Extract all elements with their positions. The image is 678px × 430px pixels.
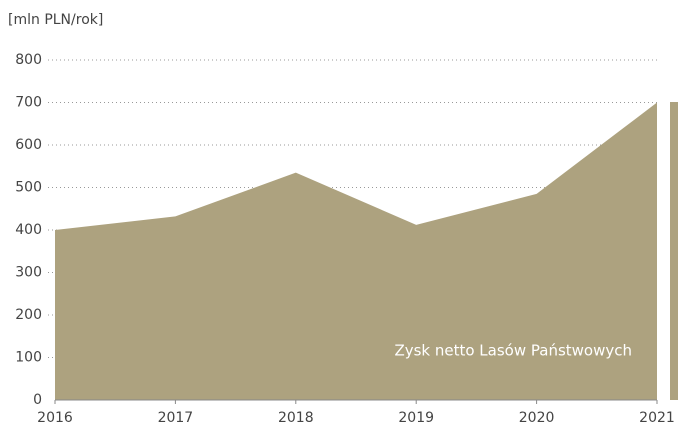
annotation: Zysk netto Lasów Państwowych: [394, 342, 632, 360]
y-tick-label: 400: [15, 222, 42, 238]
y-tick-label: 0: [33, 392, 42, 408]
y-tick-label: 300: [15, 265, 42, 281]
x-tick-label: 2021: [639, 410, 675, 426]
x-tick-label: 2020: [519, 410, 555, 426]
x-tick-label: 2016: [37, 410, 73, 426]
y-axis-label: [mln PLN/rok]: [8, 12, 103, 28]
x-tick-label: 2018: [278, 410, 314, 426]
area: [55, 102, 657, 400]
x-tick-label: 2019: [398, 410, 434, 426]
y-tick-label: 500: [15, 180, 42, 196]
y-tick-label: 100: [15, 350, 42, 366]
y-tick-label: 700: [15, 95, 42, 111]
y-tick-label: 200: [15, 307, 42, 323]
y-tick-label: 800: [15, 52, 42, 68]
side-bar: [670, 102, 678, 400]
y-tick-label: 600: [15, 137, 42, 153]
x-tick-label: 2017: [158, 410, 194, 426]
